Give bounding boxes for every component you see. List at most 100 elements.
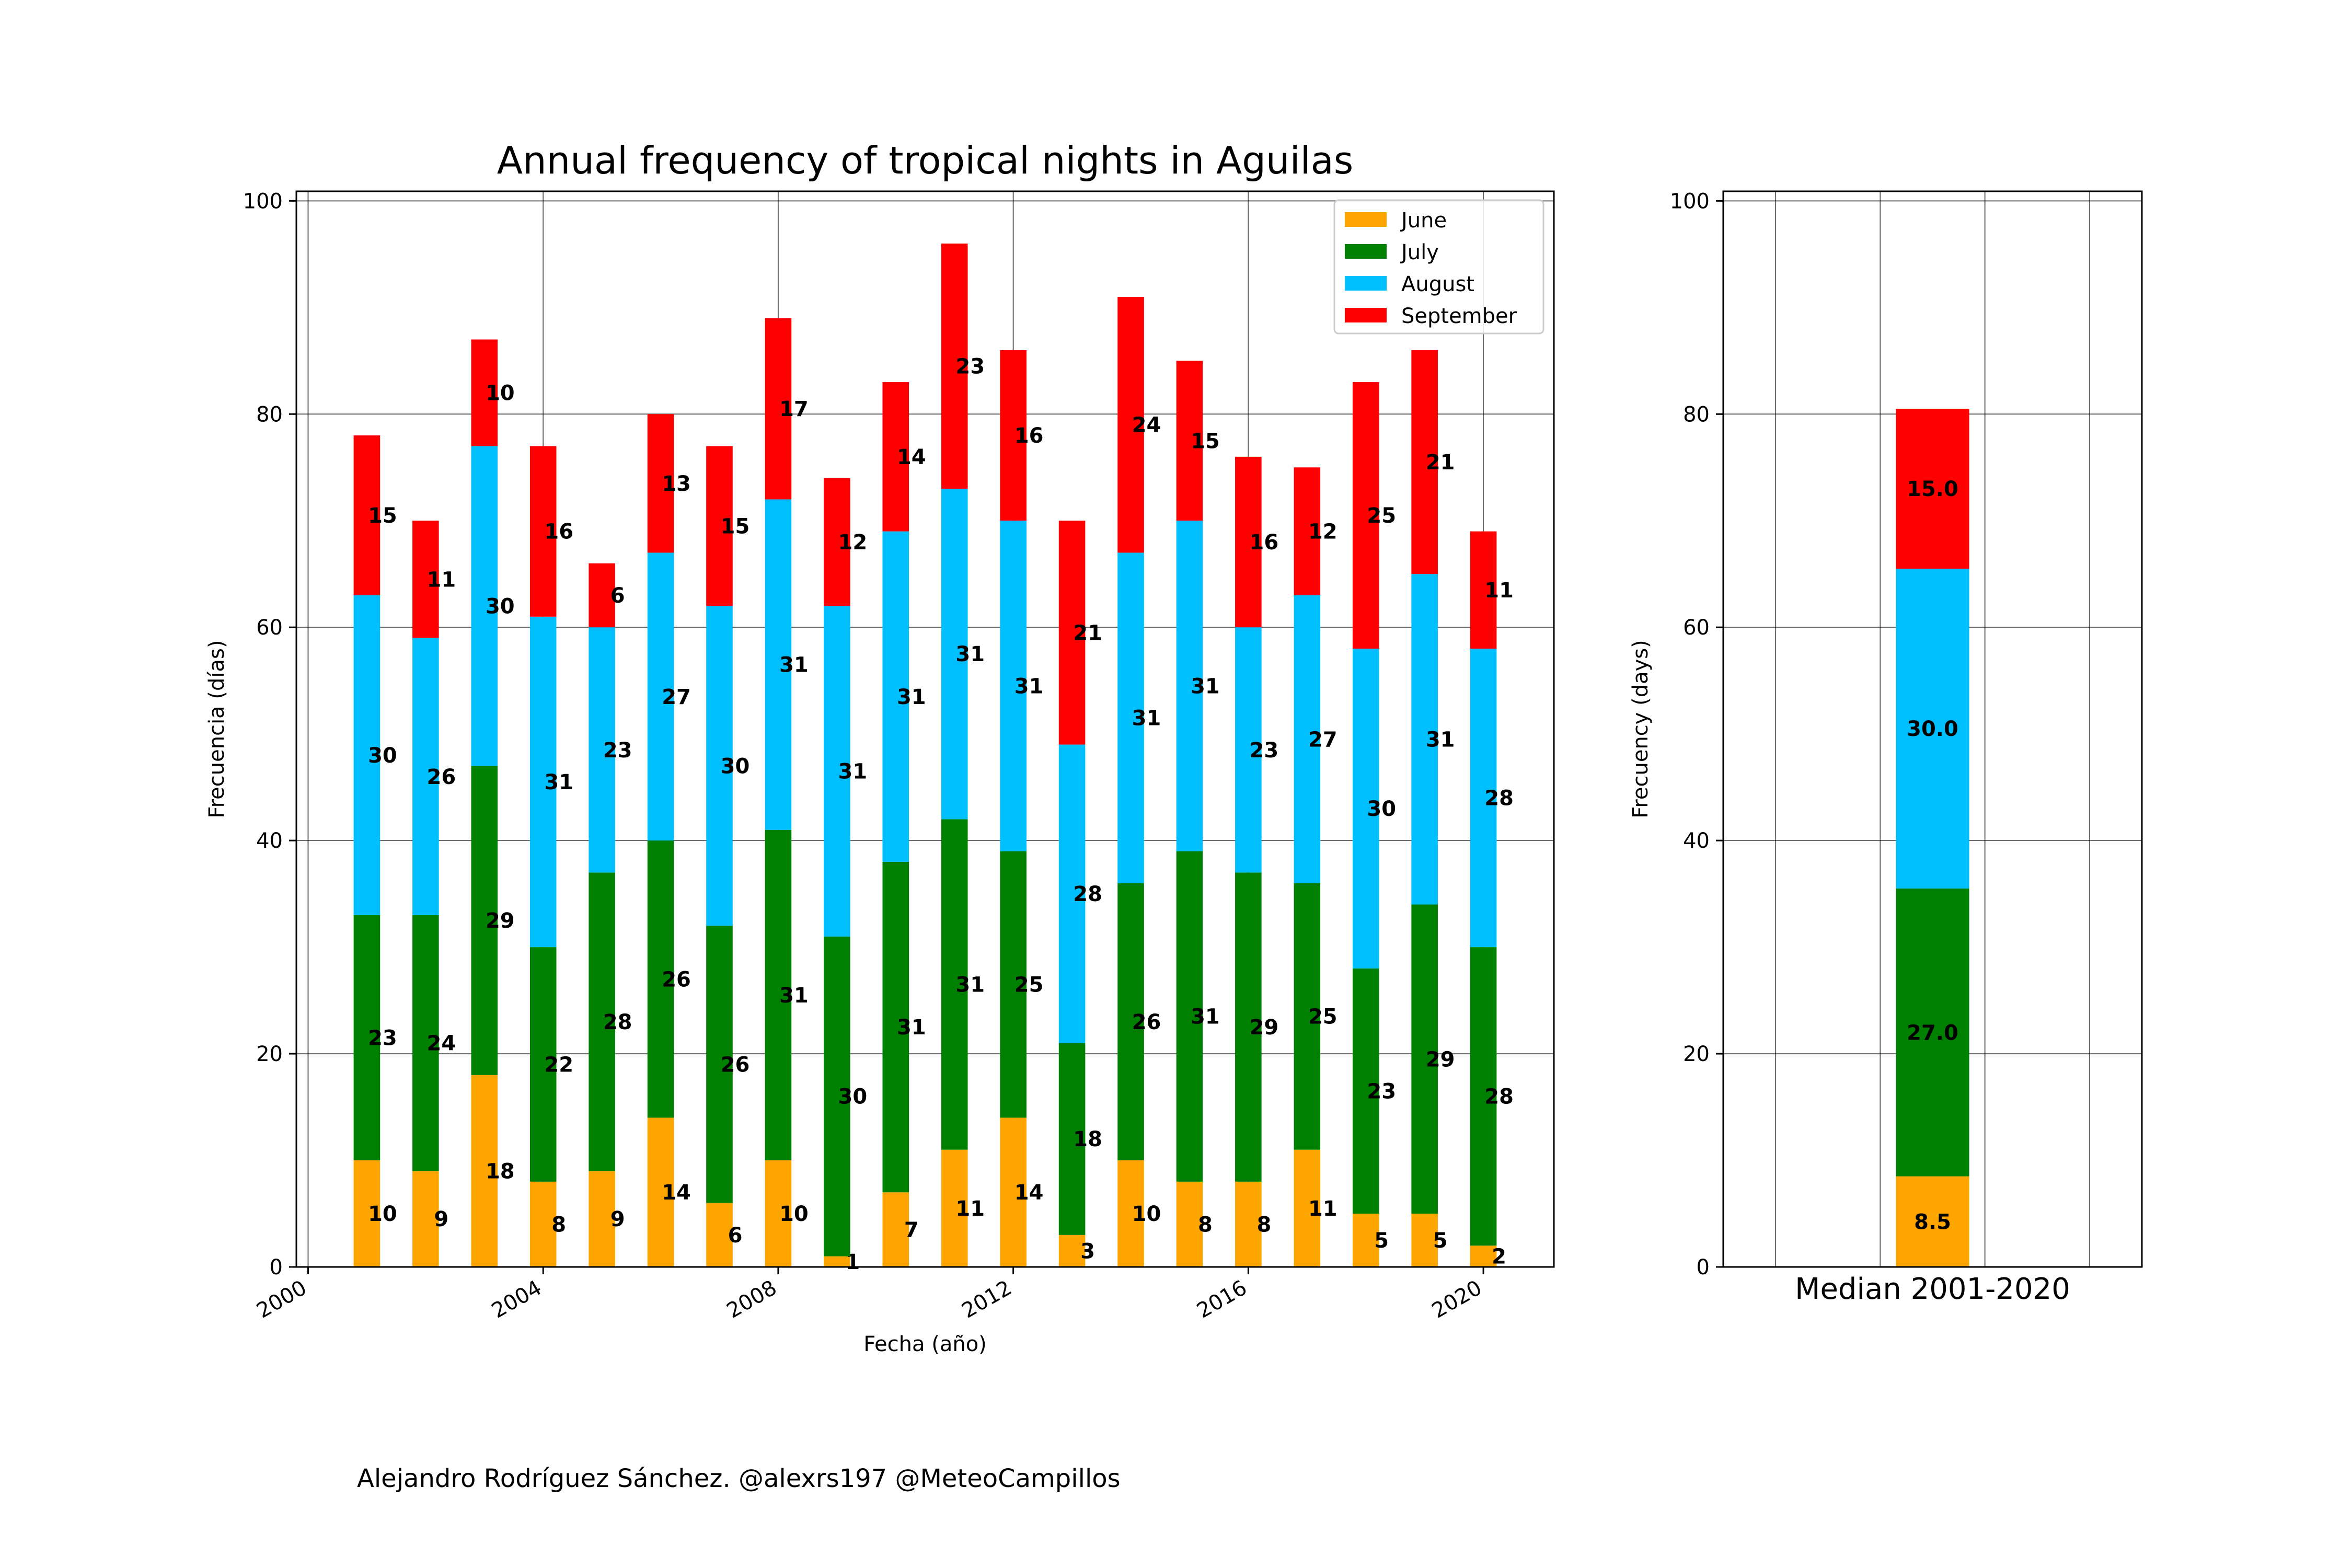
legend-label-august: August [1401, 272, 1474, 296]
bar-july [1294, 883, 1321, 1150]
median-chart: 0 20 40 60 80 100 8.5 27.0 30.0 15.0 Median 2001-2… [1629, 189, 2143, 1306]
median-value-label: 8.5 [1914, 1210, 1951, 1234]
bar-june [765, 1160, 792, 1267]
bar-june [1411, 1214, 1438, 1267]
bar-june [1176, 1181, 1203, 1267]
bar-july [1000, 851, 1027, 1118]
plot-frame [1722, 190, 2143, 1268]
annual-frequency-chart: Annual frequency of tropical nights in A… [205, 139, 1555, 1356]
bar-value-label: 29 [486, 909, 515, 933]
bar-september [706, 446, 733, 606]
bar-july [824, 936, 850, 1256]
bar-july [529, 947, 557, 1182]
bar-august [882, 531, 909, 862]
bar-value-label: 22 [544, 1053, 573, 1077]
bar-august [1176, 521, 1203, 851]
bar-september [1058, 521, 1086, 745]
legend-label-june: June [1400, 209, 1447, 233]
bar-value-label: 17 [779, 397, 809, 421]
bar-june [706, 1203, 733, 1267]
bar-september [412, 521, 439, 638]
bar-september [1176, 361, 1203, 521]
bar-value-label: 27 [1308, 728, 1338, 752]
bar-september [765, 318, 792, 500]
bar-value-label: 28 [603, 1010, 632, 1034]
bar-june [1470, 1246, 1497, 1267]
bar-june [589, 1171, 615, 1267]
median-bar-june [1896, 1176, 1969, 1267]
bar-september [589, 563, 615, 628]
bar-august [1000, 521, 1027, 851]
median-bar-july [1896, 888, 1969, 1177]
bar-value-label: 25 [1014, 973, 1044, 997]
bar-august [824, 606, 850, 937]
y-tick-label: 0 [270, 1255, 283, 1279]
y-tick-label: 20 [1683, 1042, 1710, 1066]
bar-value-label: 12 [1308, 520, 1338, 544]
bar-july [471, 766, 498, 1075]
bar-value-label: 31 [955, 642, 985, 666]
bar-september [1352, 382, 1379, 649]
bar-july [589, 872, 615, 1171]
bar-value-label: 31 [897, 1016, 926, 1040]
bar-august [1058, 744, 1086, 1043]
bar-value-label: 26 [1132, 1010, 1161, 1034]
bar-value-label: 12 [838, 531, 868, 555]
bar-value-label: 10 [486, 381, 515, 405]
bar-september [882, 382, 909, 532]
bar-june [1117, 1160, 1144, 1267]
bar-august [1352, 649, 1379, 969]
bar-june [1352, 1214, 1379, 1267]
bar-september [471, 339, 498, 446]
legend-swatch-july [1345, 244, 1387, 259]
bar-value-label: 6 [728, 1224, 743, 1248]
bar-value-label: 16 [544, 520, 573, 544]
median-bar-august [1896, 569, 1969, 889]
bar-august [1294, 595, 1321, 883]
bar-value-label: 21 [1426, 451, 1455, 475]
bar-value-label: 31 [1426, 728, 1455, 752]
bar-august [1235, 627, 1262, 873]
bar-value-label: 9 [610, 1207, 625, 1231]
bar-value-label: 24 [1132, 413, 1161, 437]
bar-june [1000, 1117, 1027, 1267]
bar-august [412, 638, 439, 915]
bar-july [882, 861, 909, 1193]
bar-june [353, 1160, 381, 1267]
bar-june [529, 1181, 557, 1267]
bar-value-label: 26 [721, 1053, 750, 1077]
bar-value-label: 31 [1132, 707, 1161, 731]
bar-value-label: 16 [1014, 424, 1044, 448]
bar-june [412, 1171, 439, 1267]
bar-value-label: 15 [721, 514, 750, 538]
y-tick-label: 60 [1683, 616, 1710, 640]
bar-value-label: 21 [1073, 621, 1102, 645]
bar-september [647, 414, 674, 553]
bar-august [1411, 574, 1438, 905]
y-tick-label: 80 [1683, 402, 1710, 426]
bar-value-label: 3 [1080, 1239, 1095, 1263]
bar-value-label: 13 [662, 472, 691, 496]
bar-value-label: 5 [1374, 1229, 1389, 1253]
bar-september [529, 446, 557, 617]
bar-value-label: 11 [1484, 579, 1514, 603]
bar-july [765, 829, 792, 1161]
legend-label-september: September [1401, 304, 1517, 328]
bar-july [1235, 872, 1262, 1182]
bar-value-label: 8 [551, 1213, 566, 1237]
legend-swatch-august [1345, 276, 1387, 291]
bar-august [589, 627, 615, 873]
bar-value-label: 5 [1433, 1229, 1448, 1253]
bar-june [941, 1149, 968, 1267]
bar-september [824, 478, 850, 606]
bar-value-label: 9 [434, 1207, 448, 1231]
bar-july [941, 819, 968, 1150]
bar-september [1000, 350, 1027, 521]
y-tick-label: 40 [256, 829, 283, 853]
legend-swatch-september [1345, 308, 1387, 322]
bar-value-label: 29 [1426, 1047, 1455, 1071]
bar-value-label: 31 [838, 760, 868, 784]
bar-june [471, 1075, 498, 1267]
bar-june [882, 1192, 909, 1267]
